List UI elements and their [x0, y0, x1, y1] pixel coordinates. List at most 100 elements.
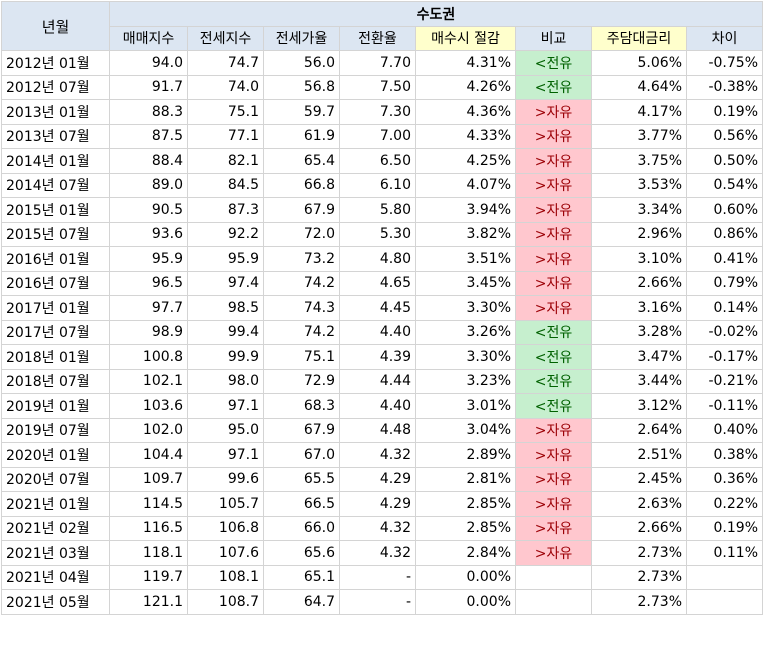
cell-jeonse-index: 97.1: [187, 442, 264, 468]
cell-sale-index: 98.9: [109, 319, 188, 345]
cell-sale-index: 90.5: [109, 197, 188, 223]
cell-jeonse-ratio: 64.7: [263, 589, 340, 615]
cell-purchase-saving: 3.30%: [415, 295, 516, 321]
cell-month: 2020년 01월: [1, 442, 110, 468]
cell-mortgage-rate: 2.63%: [591, 491, 687, 517]
cell-jeonse-index: 77.1: [187, 123, 264, 149]
cell-difference: -0.02%: [686, 319, 763, 345]
cell-jeonse-ratio: 74.2: [263, 270, 340, 296]
cell-sale-index: 95.9: [109, 246, 188, 272]
cell-jeonse-index: 108.7: [187, 589, 264, 615]
cell-comparison: <전유: [515, 319, 592, 345]
cell-mortgage-rate: 3.10%: [591, 246, 687, 272]
cell-purchase-saving: 2.89%: [415, 442, 516, 468]
cell-mortgage-rate: 3.28%: [591, 319, 687, 345]
cell-difference: 0.41%: [686, 246, 763, 272]
cell-jeonse-ratio: 61.9: [263, 123, 340, 149]
cell-conversion-rate: 4.80: [339, 246, 416, 272]
cell-jeonse-ratio: 72.0: [263, 221, 340, 247]
cell-sale-index: 89.0: [109, 172, 188, 198]
cell-sale-index: 102.1: [109, 368, 188, 394]
cell-sale-index: 109.7: [109, 466, 188, 492]
cell-jeonse-index: 74.0: [187, 74, 264, 100]
cell-mortgage-rate: 3.44%: [591, 368, 687, 394]
cell-difference: 0.54%: [686, 172, 763, 198]
cell-jeonse-ratio: 65.1: [263, 564, 340, 590]
table-row: 2013년 01월 88.3 75.1 59.7 7.30 4.36% >자유 4.17% 0.…: [1, 99, 763, 125]
cell-jeonse-ratio: 65.5: [263, 466, 340, 492]
cell-purchase-saving: 2.85%: [415, 491, 516, 517]
cell-purchase-saving: 0.00%: [415, 564, 516, 590]
cell-purchase-saving: 4.07%: [415, 172, 516, 198]
cell-month: 2017년 07월: [1, 319, 110, 345]
cell-conversion-rate: 4.32: [339, 540, 416, 566]
table-row: 2013년 07월 87.5 77.1 61.9 7.00 4.33% >자유 3.77% 0.…: [1, 123, 763, 149]
cell-jeonse-index: 108.1: [187, 564, 264, 590]
cell-month: 2019년 01월: [1, 393, 110, 419]
cell-sale-index: 102.0: [109, 417, 188, 443]
cell-difference: 0.60%: [686, 197, 763, 223]
header-purchase-saving: 매수시 절감: [415, 25, 516, 51]
cell-jeonse-index: 97.1: [187, 393, 264, 419]
cell-month: 2014년 07월: [1, 172, 110, 198]
table-row: 2015년 07월 93.6 92.2 72.0 5.30 3.82% >자유 2.96% 0.…: [1, 221, 763, 247]
cell-conversion-rate: 4.65: [339, 270, 416, 296]
cell-mortgage-rate: 2.73%: [591, 564, 687, 590]
cell-month: 2021년 05월: [1, 589, 110, 615]
cell-mortgage-rate: 2.66%: [591, 515, 687, 541]
cell-conversion-rate: 5.80: [339, 197, 416, 223]
cell-purchase-saving: 4.25%: [415, 148, 516, 174]
cell-purchase-saving: 3.23%: [415, 368, 516, 394]
cell-jeonse-ratio: 72.9: [263, 368, 340, 394]
header-month: 년월: [1, 1, 110, 51]
header-jeonse-ratio: 전세가율: [263, 25, 340, 51]
cell-comparison: [515, 589, 592, 615]
cell-difference: 0.40%: [686, 417, 763, 443]
cell-jeonse-ratio: 74.3: [263, 295, 340, 321]
cell-sale-index: 87.5: [109, 123, 188, 149]
cell-difference: -0.17%: [686, 344, 763, 370]
table-row: 2012년 01월 94.0 74.7 56.0 7.70 4.31% <전유 5.06% -0…: [1, 50, 763, 76]
cell-difference: -0.11%: [686, 393, 763, 419]
cell-month: 2018년 07월: [1, 368, 110, 394]
cell-comparison: <전유: [515, 368, 592, 394]
table-row: 2021년 05월 121.1 108.7 64.7-0.00% 2.73%: [1, 589, 763, 615]
cell-sale-index: 118.1: [109, 540, 188, 566]
table-row: 2016년 01월 95.9 95.9 73.2 4.80 3.51% >자유 3.10% 0.…: [1, 246, 763, 272]
cell-purchase-saving: 4.31%: [415, 50, 516, 76]
cell-month: 2014년 01월: [1, 148, 110, 174]
cell-comparison: >자유: [515, 99, 592, 125]
table-row: 2019년 07월 102.0 95.0 67.9 4.48 3.04% >자유 2.64% 0…: [1, 417, 763, 443]
cell-conversion-rate: 6.10: [339, 172, 416, 198]
cell-jeonse-index: 74.7: [187, 50, 264, 76]
cell-mortgage-rate: 3.47%: [591, 344, 687, 370]
header-comparison: 비교: [515, 25, 592, 51]
cell-sale-index: 100.8: [109, 344, 188, 370]
header-conversion-rate: 전환율: [339, 25, 416, 51]
cell-conversion-rate: -: [339, 564, 416, 590]
cell-jeonse-index: 99.9: [187, 344, 264, 370]
cell-jeonse-ratio: 65.6: [263, 540, 340, 566]
cell-jeonse-index: 107.6: [187, 540, 264, 566]
cell-jeonse-ratio: 67.0: [263, 442, 340, 468]
cell-jeonse-ratio: 66.0: [263, 515, 340, 541]
cell-comparison: >자유: [515, 246, 592, 272]
cell-mortgage-rate: 2.73%: [591, 589, 687, 615]
cell-month: 2021년 01월: [1, 491, 110, 517]
cell-conversion-rate: 4.48: [339, 417, 416, 443]
cell-month: 2012년 07월: [1, 74, 110, 100]
cell-comparison: >자유: [515, 540, 592, 566]
cell-jeonse-index: 99.6: [187, 466, 264, 492]
cell-conversion-rate: 7.30: [339, 99, 416, 125]
table-row: 2021년 03월 118.1 107.6 65.6 4.32 2.84% >자유 2.73%…: [1, 540, 763, 566]
cell-difference: [686, 564, 763, 590]
cell-sale-index: 96.5: [109, 270, 188, 296]
cell-jeonse-ratio: 66.5: [263, 491, 340, 517]
cell-mortgage-rate: 3.75%: [591, 148, 687, 174]
cell-mortgage-rate: 2.64%: [591, 417, 687, 443]
cell-month: 2016년 01월: [1, 246, 110, 272]
cell-purchase-saving: 0.00%: [415, 589, 516, 615]
cell-conversion-rate: 7.50: [339, 74, 416, 100]
cell-mortgage-rate: 3.12%: [591, 393, 687, 419]
table-row: 2021년 01월 114.5 105.7 66.5 4.29 2.85% >자유 2.63%…: [1, 491, 763, 517]
